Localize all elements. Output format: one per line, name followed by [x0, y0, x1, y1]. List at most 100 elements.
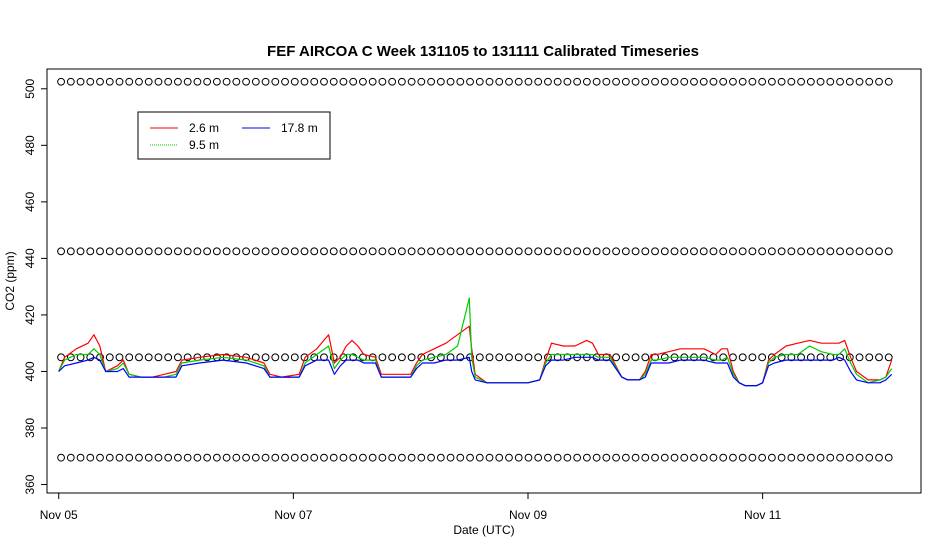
calibration-point	[505, 247, 513, 256]
calibration-point	[164, 77, 173, 86]
calibration-point	[836, 77, 844, 86]
calibration-point	[729, 77, 737, 86]
calibration-point	[748, 453, 757, 462]
calibration-point	[193, 77, 202, 86]
calibration-point	[553, 77, 562, 86]
calibration-point	[475, 247, 484, 256]
calibration-point	[300, 77, 309, 86]
calibration-point	[251, 247, 260, 256]
calibration-point	[729, 453, 737, 462]
calibration-point	[271, 353, 280, 362]
calibration-point	[544, 453, 552, 462]
calibration-point	[407, 247, 416, 256]
calibration-point	[290, 353, 299, 362]
calibration-point	[290, 453, 299, 462]
calibration-point	[485, 247, 494, 256]
calibration-point	[232, 247, 241, 256]
calibration-point	[359, 453, 367, 462]
y-axis-label: CO2 (ppm)	[3, 251, 17, 310]
calibration-point	[884, 453, 893, 462]
plot-frame	[46, 68, 922, 494]
calibration-point	[553, 453, 562, 462]
calibration-point	[135, 353, 143, 362]
calibration-point	[602, 77, 611, 86]
calibration-point	[855, 353, 864, 362]
calibration-point	[680, 77, 689, 86]
y-tick-label: 360	[23, 474, 37, 494]
calibration-point	[271, 77, 280, 86]
calibration-point	[456, 353, 465, 362]
calibration-point	[329, 453, 338, 462]
calibration-point	[505, 353, 513, 362]
calibration-point	[154, 353, 163, 362]
calibration-point	[349, 77, 358, 86]
calibration-point	[281, 453, 289, 462]
calibration-point	[641, 353, 650, 362]
calibration-point	[845, 453, 854, 462]
chart-title: FEF AIRCOA C Week 131105 to 131111 Calib…	[267, 43, 699, 60]
calibration-point	[359, 77, 367, 86]
calibration-point	[105, 77, 114, 86]
calibration-point	[290, 247, 299, 256]
calibration-point	[641, 247, 650, 256]
calibration-point	[621, 247, 630, 256]
calibration-point	[193, 453, 202, 462]
x-tick-label: Nov 11	[744, 508, 781, 522]
calibration-point	[651, 247, 659, 256]
calibration-point	[397, 353, 406, 362]
calibration-point	[446, 453, 455, 462]
calibration-point	[183, 353, 192, 362]
calibration-point	[544, 77, 552, 86]
calibration-point	[767, 247, 776, 256]
calibration-point	[797, 77, 806, 86]
calibration-point	[816, 247, 825, 256]
calibration-point	[514, 353, 523, 362]
calibration-point	[135, 77, 143, 86]
calibration-point	[680, 453, 689, 462]
calibration-point	[154, 77, 163, 86]
calibration-point	[719, 247, 728, 256]
calibration-point	[592, 453, 601, 462]
calibration-point	[563, 453, 572, 462]
calibration-point	[660, 453, 669, 462]
calibration-point	[125, 353, 134, 362]
calibration-point	[670, 247, 679, 256]
calibration-point	[96, 247, 104, 256]
calibration-point	[621, 353, 630, 362]
calibration-point	[884, 77, 893, 86]
calibration-point	[349, 247, 358, 256]
legend-box	[137, 111, 331, 160]
calibration-point	[709, 247, 718, 256]
calibration-point	[183, 247, 192, 256]
x-tick-label: Nov 05	[40, 508, 78, 522]
calibration-point	[836, 247, 844, 256]
calibration-point	[310, 77, 319, 86]
calibration-point	[797, 453, 806, 462]
calibration-point	[427, 247, 435, 256]
calibration-point	[738, 247, 747, 256]
calibration-point	[232, 77, 241, 86]
calibration-point	[865, 77, 874, 86]
calibration-point	[875, 353, 883, 362]
calibration-point	[651, 453, 659, 462]
calibration-point	[378, 247, 387, 256]
calibration-point	[86, 453, 95, 462]
calibration-point	[855, 77, 864, 86]
calibration-point	[154, 247, 163, 256]
calibration-point	[135, 453, 143, 462]
calibration-point	[339, 77, 348, 86]
calibration-point	[271, 453, 280, 462]
calibration-point	[281, 353, 289, 362]
calibration-point	[281, 247, 289, 256]
calibration-point	[427, 453, 435, 462]
calibration-point	[388, 247, 397, 256]
calibration-point	[436, 453, 445, 462]
calibration-point	[388, 77, 397, 86]
calibration-point	[397, 453, 406, 462]
calibration-point	[222, 77, 231, 86]
calibration-point	[212, 453, 221, 462]
calibration-point	[875, 247, 883, 256]
calibration-point	[57, 247, 65, 256]
calibration-point	[485, 453, 494, 462]
calibration-point	[855, 247, 864, 256]
